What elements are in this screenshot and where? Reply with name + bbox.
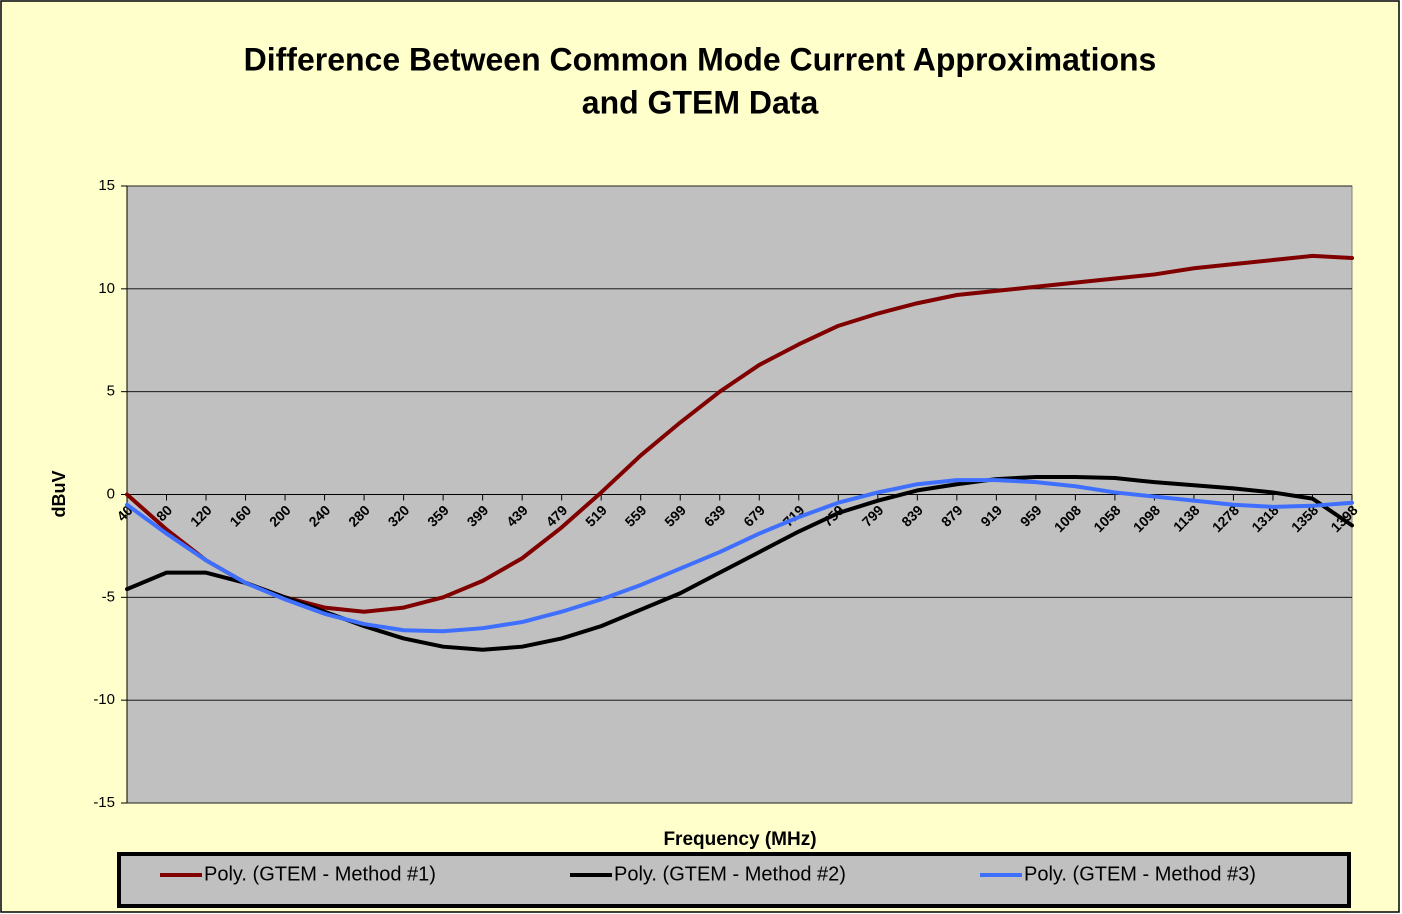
y-tick-label: 10 xyxy=(98,280,115,297)
y-tick-label: -10 xyxy=(93,691,115,708)
chart-title: Difference Between Common Mode Current A… xyxy=(244,41,1157,77)
y-tick-label: 5 xyxy=(107,383,115,400)
y-axis-title: dBuV xyxy=(49,471,69,518)
legend xyxy=(117,852,1351,908)
legend-label: Poly. (GTEM - Method #1) xyxy=(204,863,436,885)
series-line xyxy=(125,478,1354,634)
chart-title: and GTEM Data xyxy=(582,84,819,120)
legend-label: Poly. (GTEM - Method #2) xyxy=(614,863,846,885)
y-tick-label: -5 xyxy=(102,588,115,605)
series-line xyxy=(125,253,1354,614)
y-tick-label: 15 xyxy=(98,177,115,194)
y-tick-label: 0 xyxy=(107,485,115,502)
x-axis-title: Frequency (MHz) xyxy=(663,829,816,850)
y-tick-label: -15 xyxy=(93,794,115,811)
legend-label: Poly. (GTEM - Method #3) xyxy=(1024,863,1256,885)
